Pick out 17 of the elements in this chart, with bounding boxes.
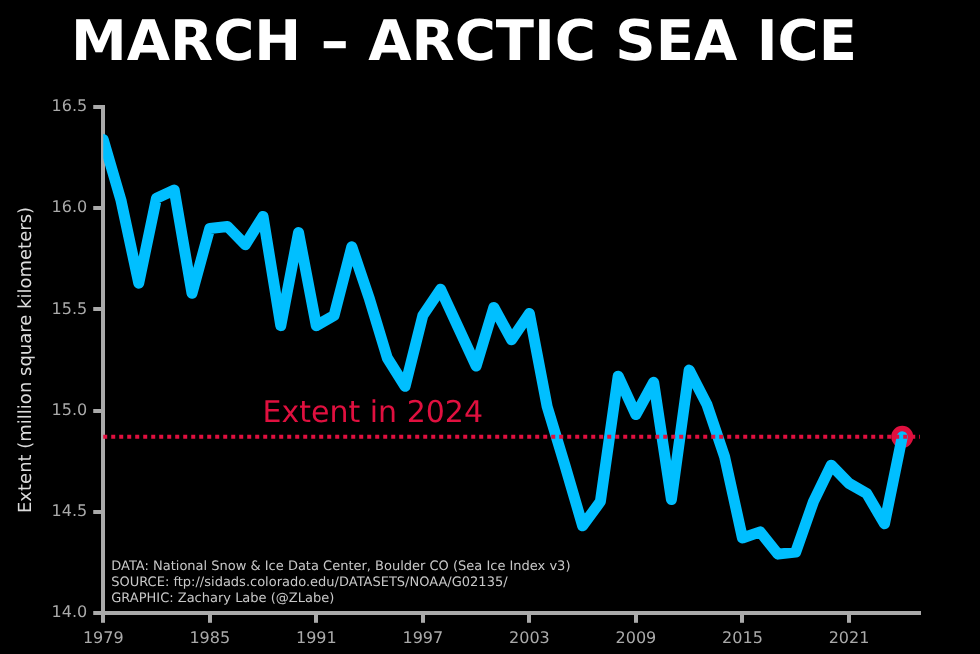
y-tick-label: 15.0: [51, 400, 88, 419]
ref-line-label: Extent in 2024: [262, 393, 484, 430]
x-tick-label: 1985: [189, 628, 231, 647]
x-tick-label: 2021: [828, 628, 870, 647]
y-tick-label: 16.5: [51, 97, 88, 116]
x-tick-label: 1991: [295, 628, 337, 647]
y-tick-label: 14.5: [51, 501, 88, 520]
x-tick-label: 2009: [615, 628, 657, 647]
x-tick-label: 1979: [82, 628, 124, 647]
chart-title: MARCH – ARCTIC SEA ICE: [71, 8, 857, 75]
x-tick-label: 1997: [402, 628, 444, 647]
y-tick-label: 15.5: [51, 299, 88, 318]
y-tick-label: 16.0: [51, 198, 88, 217]
y-tick-label: 14.0: [51, 602, 88, 621]
x-tick-label: 2015: [722, 628, 763, 647]
x-tick-label: 2003: [509, 628, 550, 647]
y-axis-title: Extent (million square kilometers): [17, 206, 38, 514]
